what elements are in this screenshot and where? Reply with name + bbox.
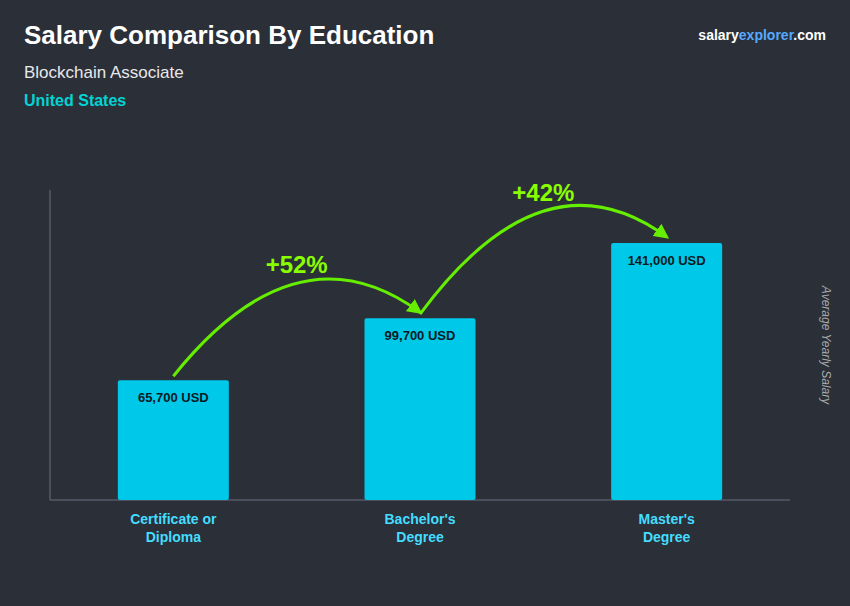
- bar: [365, 318, 476, 500]
- bar: [118, 380, 229, 500]
- x-tick-label-line: Master's: [639, 511, 695, 527]
- title: Salary Comparison By Education: [24, 20, 434, 50]
- background: [0, 0, 850, 606]
- watermark-part: .com: [793, 27, 826, 43]
- bar: [611, 243, 722, 500]
- data-label: 141,000 USD: [628, 253, 706, 268]
- x-tick-label-line: Degree: [643, 529, 691, 545]
- data-label: 99,700 USD: [385, 328, 456, 343]
- watermark-part: explorer: [739, 27, 795, 43]
- change-label: +52%: [266, 251, 328, 278]
- x-tick-label-line: Degree: [396, 529, 444, 545]
- subtitle: Blockchain Associate: [24, 63, 184, 82]
- chart-container: Salary Comparison By Education Blockchain…: [0, 0, 850, 606]
- x-tick-label-line: Certificate or: [130, 511, 217, 527]
- change-arrow: [420, 205, 667, 314]
- data-label: 65,700 USD: [138, 390, 209, 405]
- change-arrow: [173, 279, 420, 376]
- watermark: salaryexplorer.com: [698, 27, 826, 43]
- x-tick-label: Bachelor's Degree: [384, 511, 455, 545]
- bars: [118, 243, 722, 500]
- x-tick-label-line: Diploma: [146, 529, 201, 545]
- x-tick-label: Certificate or Diploma: [130, 511, 217, 545]
- x-tick-label-line: Bachelor's: [384, 511, 455, 527]
- x-tick-label: Master's Degree: [639, 511, 695, 545]
- location: United States: [24, 92, 126, 109]
- watermark-part: salary: [698, 27, 739, 43]
- change-label: +42%: [512, 179, 574, 206]
- y-axis-line: [50, 190, 51, 500]
- y-axis-label: Average Yearly Salary: [819, 285, 833, 405]
- chart-svg: Salary Comparison By Education Blockchain…: [0, 0, 850, 606]
